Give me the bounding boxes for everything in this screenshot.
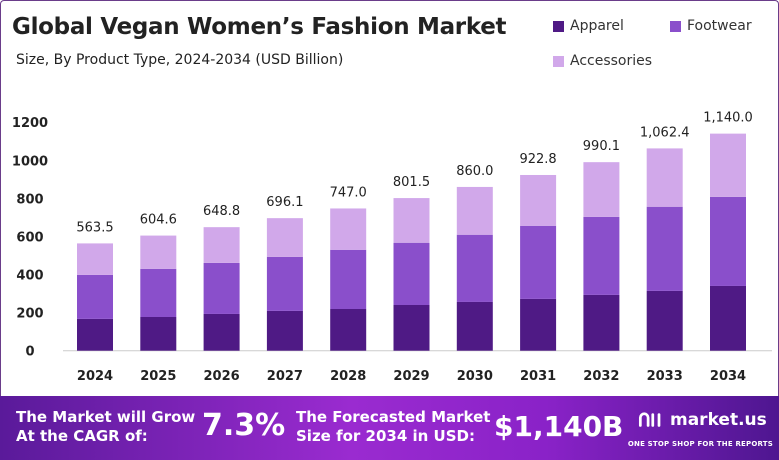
y-tick-label: 600 — [16, 230, 43, 245]
cagr-label: The Market will Grow At the CAGR of: — [16, 408, 196, 445]
bar-segment-apparel — [520, 298, 557, 351]
y-tick-label: 800 — [16, 192, 43, 207]
bar-segment-footwear — [77, 274, 113, 319]
bar-segment-apparel — [646, 290, 683, 351]
bar-segment-accessories — [520, 174, 557, 226]
chart-title: Global Vegan Women’s Fashion Market — [12, 14, 507, 40]
legend-item-accessories: Accessories — [553, 53, 652, 69]
bar-segment-apparel — [77, 318, 113, 351]
x-tick-label: 2029 — [393, 369, 429, 384]
logo-text: market.us — [670, 410, 767, 430]
bar-segment-accessories — [266, 218, 303, 257]
total-label: 801.5 — [393, 175, 430, 190]
legend-swatch — [670, 20, 681, 32]
cagr-value: 7.3% — [202, 408, 286, 443]
total-label: 563.5 — [76, 220, 113, 235]
total-label: 696.1 — [266, 195, 303, 210]
bar-segment-accessories — [456, 186, 493, 235]
y-tick-label: 200 — [16, 307, 43, 322]
bar-segment-accessories — [393, 198, 430, 243]
bar-segment-accessories — [583, 162, 620, 217]
bar-segment-apparel — [203, 313, 240, 351]
bar-segment-footwear — [140, 268, 177, 317]
y-tick-label: 0 — [25, 345, 34, 360]
legend-swatch — [553, 20, 564, 32]
bar-segment-apparel — [456, 301, 493, 351]
bar-segment-apparel — [710, 285, 746, 351]
x-tick-label: 2034 — [710, 369, 746, 384]
legend-label: Accessories — [570, 53, 653, 69]
y-tick-label: 400 — [16, 269, 43, 284]
bar-segment-apparel — [330, 308, 367, 351]
bar-segment-apparel — [140, 316, 177, 351]
logo-icon — [638, 412, 661, 427]
x-tick-label: 2024 — [77, 369, 113, 384]
x-tick-label: 2030 — [457, 369, 493, 384]
total-label: 990.1 — [583, 139, 620, 154]
bar-segment-apparel — [393, 305, 430, 351]
bar-segment-footwear — [520, 225, 557, 299]
bar-segment-footwear — [710, 196, 746, 286]
forecast-label: The Forecasted Market Size for 2034 in U… — [296, 408, 491, 445]
bar-segment-footwear — [456, 234, 493, 302]
total-label: 648.8 — [203, 204, 240, 219]
bar-segment-accessories — [203, 227, 240, 263]
total-label: 1,140.0 — [703, 111, 753, 126]
summary-banner: The Market will Grow At the CAGR of: 7.3… — [0, 396, 779, 460]
x-tick-label: 2033 — [647, 369, 683, 384]
bar-segment-footwear — [583, 216, 620, 295]
x-tick-label: 2028 — [330, 369, 366, 384]
bar-segment-footwear — [203, 262, 240, 314]
legend-label: Apparel — [570, 18, 624, 34]
x-tick-label: 2025 — [140, 369, 176, 384]
x-tick-label: 2032 — [583, 369, 619, 384]
y-tick-label: 1200 — [12, 116, 48, 131]
bar-segment-apparel — [583, 294, 620, 351]
legend-item-footwear: Footwear — [670, 18, 752, 34]
legend-label: Footwear — [687, 18, 752, 34]
bar-segment-footwear — [266, 256, 303, 311]
bar-segment-footwear — [330, 249, 367, 309]
bar-chart: 0 200 400 600 800 1000 1200 563.5 2024 604.6 2025 6… — [12, 111, 772, 384]
bar-segment-accessories — [77, 243, 113, 275]
bar-segment-accessories — [140, 235, 177, 269]
chart-subtitle: Size, By Product Type, 2024-2034 (USD Bi… — [16, 52, 344, 68]
bar-segment-accessories — [330, 208, 367, 250]
total-label: 604.6 — [140, 213, 177, 228]
legend-swatch — [553, 55, 564, 67]
total-label: 922.8 — [519, 152, 556, 167]
x-tick-label: 2026 — [204, 369, 240, 384]
total-label: 747.0 — [330, 185, 367, 200]
bar-segment-footwear — [646, 206, 683, 291]
bar-segment-accessories — [646, 148, 683, 207]
legend-item-apparel: Apparel — [553, 18, 624, 34]
y-tick-label: 1000 — [12, 154, 48, 169]
total-label: 860.0 — [456, 164, 493, 179]
bar-segment-apparel — [266, 310, 303, 351]
bar-segment-footwear — [393, 242, 430, 305]
x-tick-label: 2031 — [520, 369, 556, 384]
bar-segment-accessories — [710, 133, 746, 197]
x-tick-label: 2027 — [267, 369, 303, 384]
market-us-logo: market.us — [638, 408, 767, 432]
forecast-value: $1,140B — [494, 410, 624, 443]
total-label: 1,062.4 — [640, 125, 690, 140]
logo-tagline: ONE STOP SHOP FOR THE REPORTS — [627, 440, 773, 448]
